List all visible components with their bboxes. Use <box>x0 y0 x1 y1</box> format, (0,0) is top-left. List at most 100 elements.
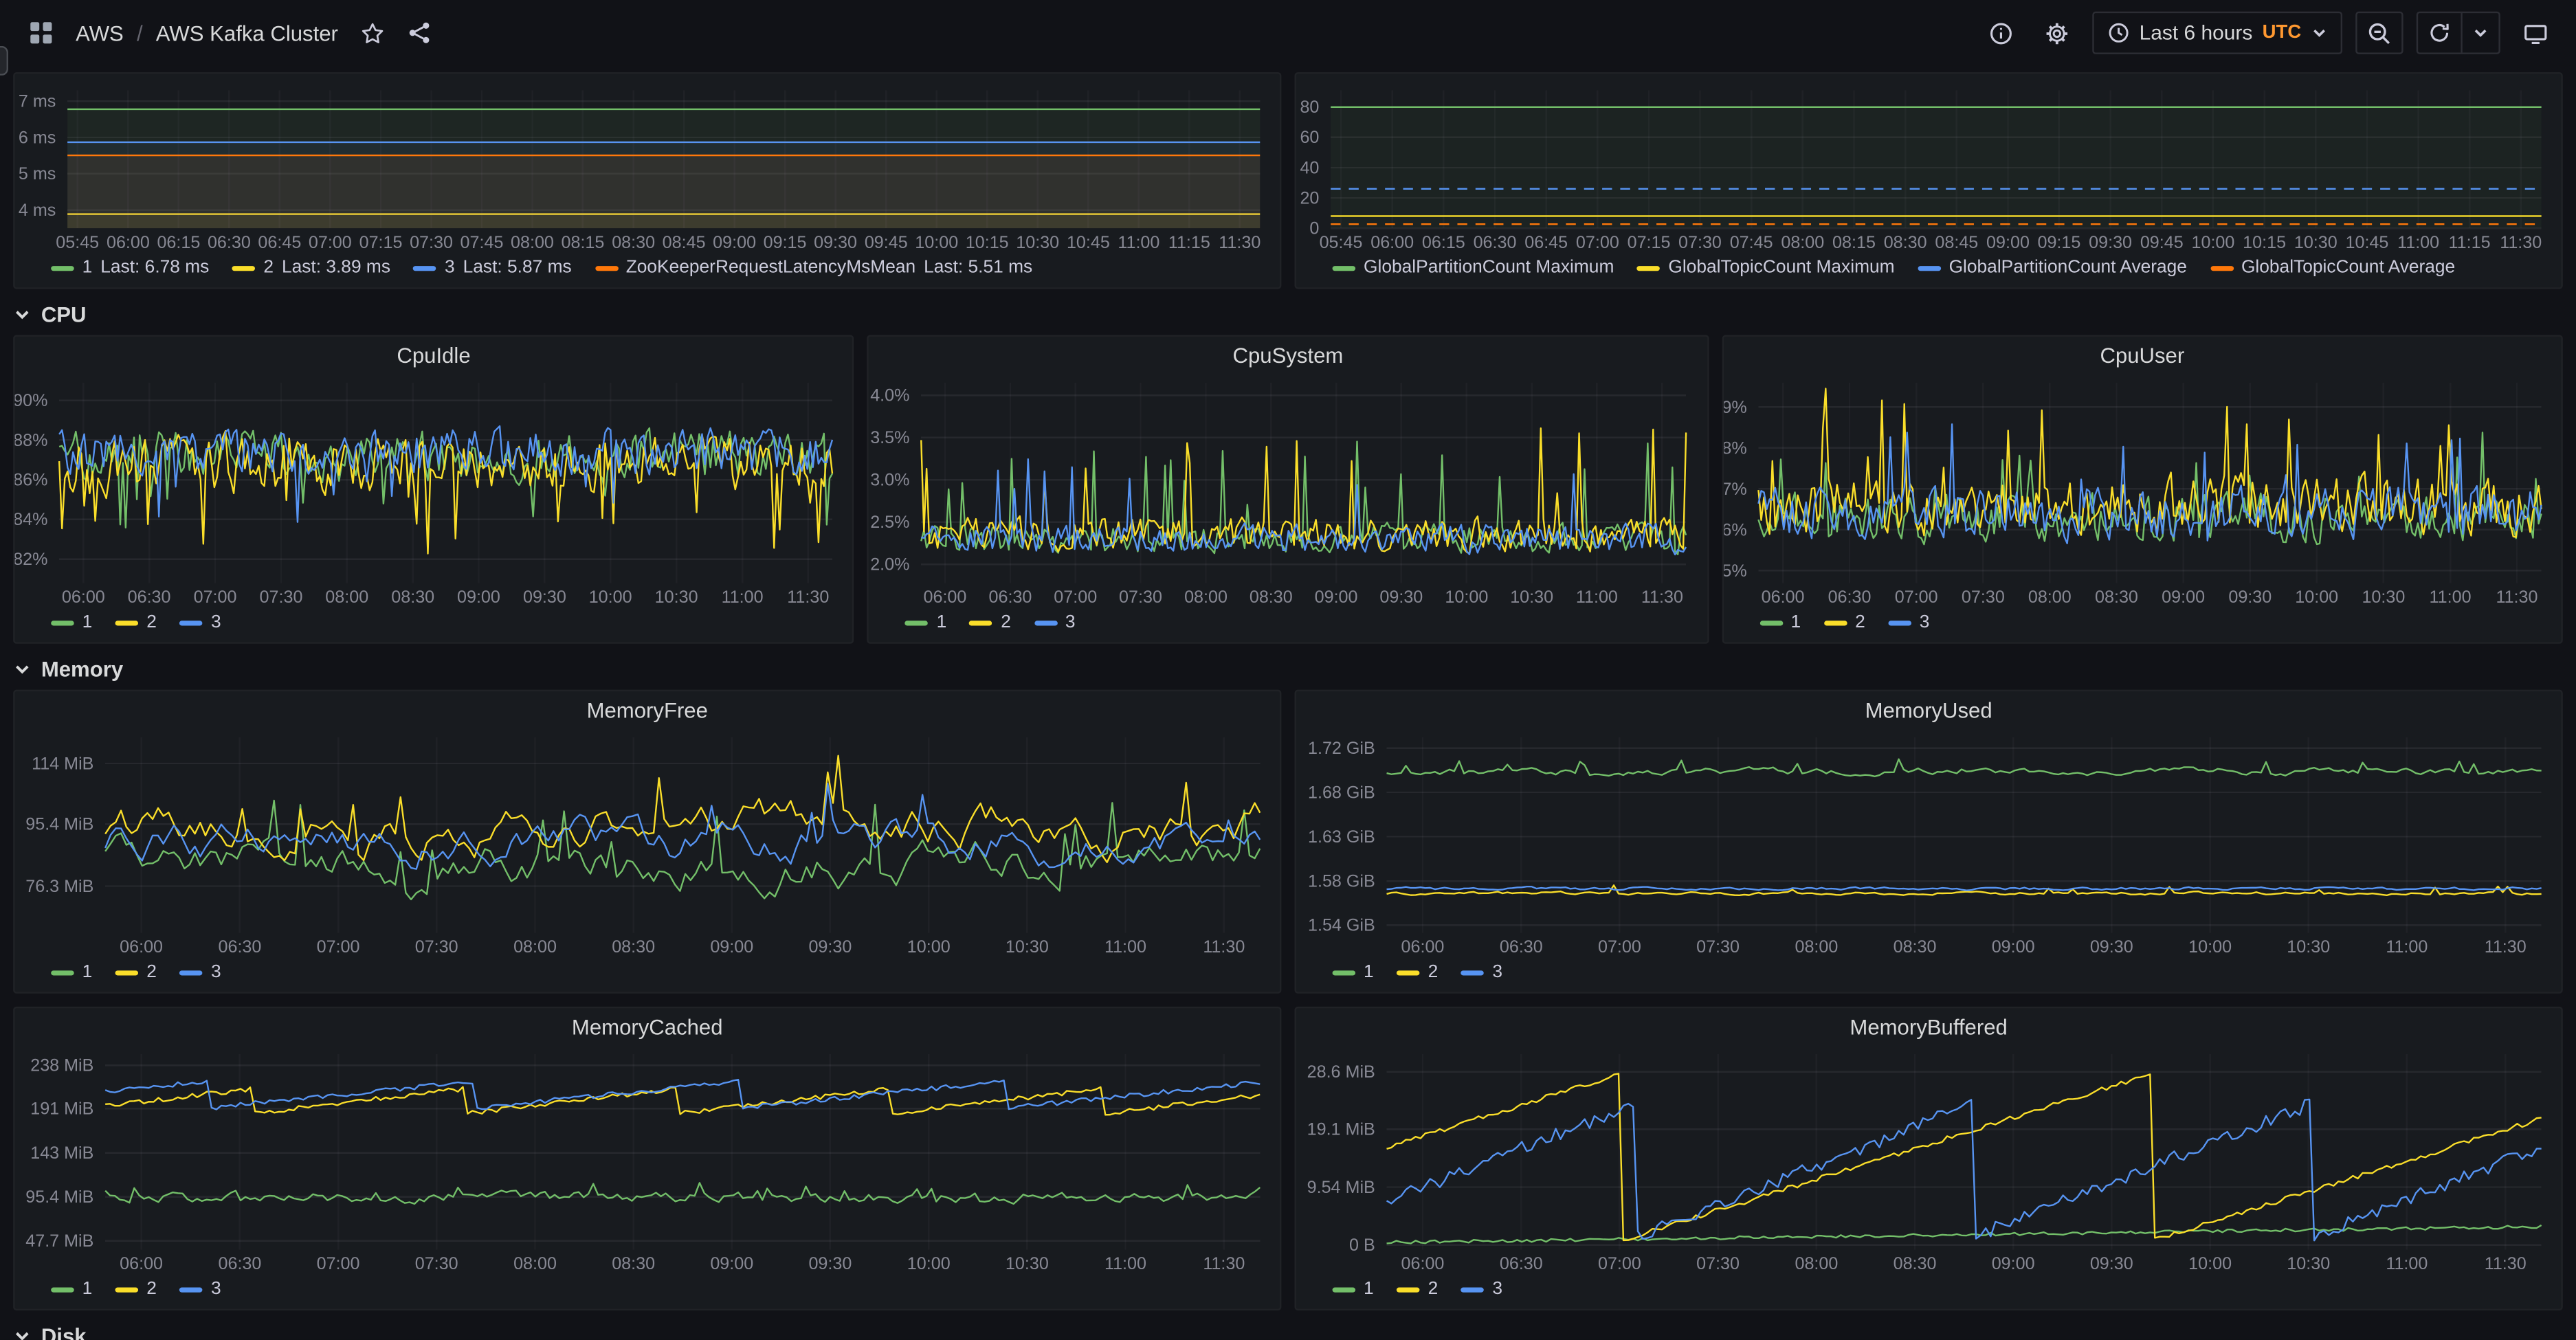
time-series-chart[interactable]: 06:00 06:30 07:00 07:30 08:00 08:30 09:00 09:30… <box>1296 1045 2561 1276</box>
clock-icon <box>2108 23 2128 43</box>
legend-item-1[interactable]: 1 <box>51 962 92 982</box>
series-line-yellow <box>58 429 834 555</box>
side-menu-handle[interactable] <box>0 45 8 76</box>
legend-label: 3 <box>1065 612 1076 633</box>
legend-item-3[interactable]: 3 <box>179 962 221 982</box>
panel-row-top: 05:45 06:00 06:15 06:30 06:45 07:00 07:15 07:30… <box>13 72 2563 289</box>
x-tick-label: 11:00 <box>1118 233 1159 252</box>
favorite-button[interactable] <box>351 12 394 54</box>
legend-label: GlobalTopicCount Average <box>2241 258 2456 278</box>
legend-item-3[interactable]: 3 <box>179 1280 221 1299</box>
panel-title[interactable]: MemoryUsed <box>1865 697 1992 722</box>
legend: 1 2 3 <box>1296 959 2561 992</box>
panel-title[interactable]: CpuUser <box>2100 342 2185 368</box>
breadcrumb-current[interactable]: AWS Kafka Cluster <box>155 20 338 45</box>
panel-header: MemoryFree <box>15 691 1280 728</box>
x-tick-label: 06:45 <box>1524 233 1568 252</box>
legend-item-globalpartitioncount-maximum[interactable]: GlobalPartitionCount Maximum <box>1332 258 1614 278</box>
legend-marker <box>1397 1286 1420 1292</box>
legend-item-3[interactable]: 3 <box>179 612 221 632</box>
legend-item-2[interactable]: 2 Last: 3.89 ms <box>232 258 390 278</box>
y-tick-label: 86% <box>15 471 48 490</box>
x-tick-label: 06:00 <box>1370 233 1414 252</box>
legend-item-2[interactable]: 2 <box>969 612 1011 632</box>
x-tick-label: 09:30 <box>2228 588 2272 607</box>
series-line-blue <box>58 425 834 523</box>
legend-item-2[interactable]: 2 <box>115 612 157 632</box>
legend-item-1[interactable]: 1 <box>1759 612 1801 632</box>
row-title: Memory <box>41 656 124 681</box>
legend-item-1[interactable]: 1 <box>51 1280 92 1299</box>
legend-item-globalpartitioncount-average[interactable]: GlobalPartitionCount Average <box>1918 258 2187 278</box>
time-series-chart[interactable]: 06:00 06:30 07:00 07:30 08:00 08:30 09:00 09:30… <box>1723 372 2561 609</box>
dashboard-settings-button[interactable] <box>2036 12 2078 54</box>
legend-item-1[interactable]: 1 <box>905 612 946 632</box>
legend-item-3[interactable]: 3 <box>1461 962 1502 982</box>
time-series-chart[interactable]: 06:00 06:30 07:00 07:30 08:00 08:30 09:00 09:30… <box>15 372 853 609</box>
legend-item-1[interactable]: 1 <box>1332 962 1374 982</box>
legend-item-2[interactable]: 2 <box>115 1280 157 1299</box>
legend-item-2[interactable]: 2 <box>1397 962 1438 982</box>
x-tick-label: 08:30 <box>612 233 655 252</box>
legend-marker <box>413 265 437 271</box>
legend-item-1[interactable]: 1 <box>51 612 92 632</box>
breadcrumb-root[interactable]: AWS <box>76 20 124 45</box>
legend-item-zookeeperrequestlatencymsmean[interactable]: ZooKeeperRequestLatencyMsMean Last: 5.51 … <box>595 258 1032 278</box>
legend-item-globaltopiccount-maximum[interactable]: GlobalTopicCount Maximum <box>1636 258 1895 278</box>
legend-item-3[interactable]: 3 Last: 5.87 ms <box>413 258 572 278</box>
panel-title[interactable]: MemoryBuffered <box>1850 1014 2008 1039</box>
panel-title[interactable]: CpuIdle <box>397 342 471 368</box>
legend-marker <box>1332 265 1356 271</box>
y-tick-label: 90% <box>15 391 48 410</box>
legend-item-3[interactable]: 3 <box>1461 1280 1502 1299</box>
x-tick-label: 07:00 <box>317 937 360 957</box>
legend-item-globaltopiccount-average[interactable]: GlobalTopicCount Average <box>2210 258 2455 278</box>
refresh-interval-dropdown[interactable] <box>2461 13 2498 53</box>
x-tick-label: 09:30 <box>1380 588 1423 607</box>
legend-item-2[interactable]: 2 <box>1823 612 1865 632</box>
chevron-down-icon <box>16 310 29 319</box>
panel-MemoryFree: MemoryFree 06:00 06:30 07:00 07:30 08:00 08:30… <box>13 689 1282 994</box>
legend-item-2[interactable]: 2 <box>1397 1280 1438 1299</box>
panel-title[interactable]: CpuSystem <box>1232 342 1344 368</box>
y-tick-label: 4 ms <box>19 201 56 220</box>
x-tick-label: 09:30 <box>2090 1254 2133 1273</box>
dashboard-insights-button[interactable] <box>1979 12 2022 54</box>
row-header-cpu[interactable]: CPU <box>13 299 2563 328</box>
time-series-chart[interactable]: 06:00 06:30 07:00 07:30 08:00 08:30 09:00 09:30… <box>1296 728 2561 959</box>
refresh-button[interactable] <box>2418 13 2461 52</box>
time-series-chart[interactable]: 05:45 06:00 06:15 06:30 06:45 07:00 07:15 07:30… <box>15 80 1280 254</box>
row-header-memory[interactable]: Memory <box>13 654 2563 683</box>
chart-svg: 06:00 06:30 07:00 07:30 08:00 08:30 09:00 09:30… <box>25 1054 1261 1273</box>
x-tick-label: 09:30 <box>2090 937 2133 957</box>
legend-marker <box>179 620 203 625</box>
x-tick-label: 11:30 <box>1642 588 1684 607</box>
x-tick-label: 09:00 <box>710 937 753 957</box>
time-series-chart[interactable]: 05:45 06:00 06:15 06:30 06:45 07:00 07:15 07:30… <box>1296 80 2561 254</box>
legend-item-3[interactable]: 3 <box>1034 612 1076 633</box>
legend-label: 3 <box>210 1279 221 1299</box>
zoom-out-button[interactable] <box>2355 11 2403 54</box>
panel-CpuSystem: CpuSystem 06:00 06:30 07:00 07:30 08:00 08:30 0… <box>867 335 1709 644</box>
legend-item-2[interactable]: 2 <box>115 962 157 982</box>
legend-item-3[interactable]: 3 <box>1888 612 1929 632</box>
time-range-picker[interactable]: Last 6 hours UTC <box>2091 11 2343 54</box>
share-button[interactable] <box>397 12 440 54</box>
x-tick-label: 08:00 <box>1185 588 1228 607</box>
legend: 1 2 3 <box>15 959 1280 992</box>
legend-item-1[interactable]: 1 <box>1332 1280 1374 1299</box>
time-series-chart[interactable]: 06:00 06:30 07:00 07:30 08:00 08:30 09:00 09:30… <box>869 372 1707 609</box>
row-header-disk[interactable]: Disk <box>13 1320 2563 1340</box>
series-fill-blue <box>67 142 1261 229</box>
apps-menu-button[interactable] <box>20 12 63 54</box>
legend-label: ZooKeeperRequestLatencyMsMean <box>625 258 916 278</box>
legend-value: Last: 5.87 ms <box>463 258 572 278</box>
time-series-chart[interactable]: 06:00 06:30 07:00 07:30 08:00 08:30 09:00 09:30… <box>15 1045 1280 1276</box>
x-tick-label: 09:00 <box>713 233 756 252</box>
panel-title[interactable]: MemoryCached <box>571 1014 723 1039</box>
legend: 1 2 3 <box>15 1276 1280 1309</box>
cycle-view-button[interactable] <box>2513 12 2556 54</box>
time-series-chart[interactable]: 06:00 06:30 07:00 07:30 08:00 08:30 09:00 09:30… <box>15 728 1280 959</box>
panel-title[interactable]: MemoryFree <box>586 697 708 722</box>
legend-item-1[interactable]: 1 Last: 6.78 ms <box>51 258 209 278</box>
